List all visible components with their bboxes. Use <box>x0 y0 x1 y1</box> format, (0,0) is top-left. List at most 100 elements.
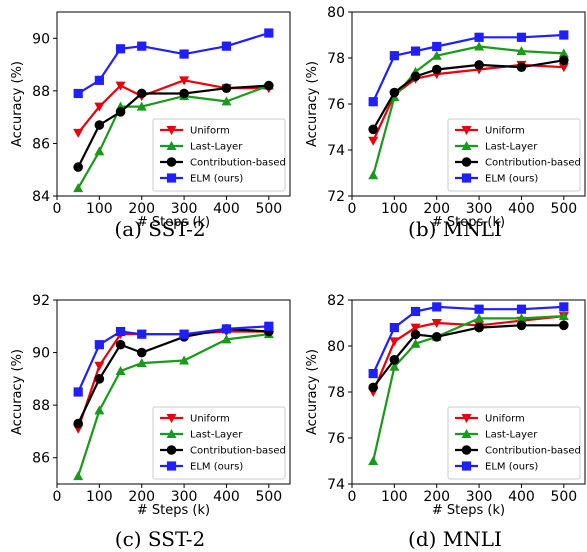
data-point-1-1 <box>94 146 105 156</box>
y-tick-label: 86 <box>32 451 50 467</box>
y-tick-label: 78 <box>327 51 345 67</box>
data-point-3-4 <box>474 32 484 42</box>
y-tick-label: 84 <box>32 189 50 205</box>
legend-marker-1 <box>461 429 472 438</box>
data-point-3-0 <box>73 88 83 99</box>
data-point-0-6 <box>558 63 569 73</box>
y-tick-label: 76 <box>327 431 345 447</box>
data-point-2-5 <box>516 320 527 331</box>
y-tick-label: 90 <box>32 31 50 47</box>
x-tick-label: 100 <box>381 201 408 217</box>
legend-marker-0 <box>166 414 177 423</box>
data-point-1-0 <box>73 471 84 481</box>
x-tick-label: 500 <box>255 201 282 217</box>
legend-marker-2 <box>461 157 472 167</box>
x-tick-label: 300 <box>466 201 493 217</box>
x-tick-label: 400 <box>213 201 240 217</box>
legend-label-3: ELM (ours) <box>485 462 538 473</box>
data-point-2-1 <box>389 87 400 98</box>
series-line-2 <box>372 324 564 389</box>
legend-label-3: ELM (ours) <box>485 174 538 185</box>
data-point-1-2 <box>410 338 421 348</box>
data-point-2-1 <box>94 374 105 384</box>
data-point-1-5 <box>221 334 232 344</box>
data-point-2-6 <box>559 320 569 331</box>
legend-box <box>152 118 286 192</box>
data-point-3-4 <box>179 329 189 339</box>
y-tick-label: 76 <box>327 97 345 113</box>
data-point-1-2 <box>115 365 126 375</box>
data-point-2-6 <box>559 55 569 66</box>
data-point-2-1 <box>94 120 105 130</box>
subfigure-caption: (b) MNLI <box>408 217 502 241</box>
x-axis-label: # Steps (k) <box>137 503 210 518</box>
data-point-2-2 <box>410 71 421 82</box>
data-point-1-4 <box>474 41 485 51</box>
data-point-3-5 <box>221 41 232 51</box>
legend-marker-0 <box>461 126 472 135</box>
y-tick-label: 72 <box>327 189 345 205</box>
data-point-3-6 <box>559 30 569 40</box>
legend-marker-3 <box>461 461 472 471</box>
data-point-3-0 <box>368 369 378 379</box>
series-line-3 <box>372 33 564 103</box>
data-point-0-2 <box>115 81 126 91</box>
data-point-1-3 <box>136 101 147 111</box>
legend-marker-3 <box>166 173 177 183</box>
x-tick-label: 100 <box>86 201 113 217</box>
series-line-0 <box>372 315 564 393</box>
legend-label-0: Uniform <box>485 126 525 137</box>
data-point-2-0 <box>368 382 378 393</box>
data-point-3-4 <box>474 304 484 314</box>
data-point-0-1 <box>389 337 400 347</box>
data-point-2-3 <box>431 64 442 75</box>
legend-marker-2 <box>461 445 472 455</box>
data-point-1-5 <box>221 96 232 106</box>
data-point-3-2 <box>410 46 421 56</box>
legend-label-2: Contribution-based <box>485 158 581 169</box>
panel-3: 0 100 200 300 400 500 74 76 78 80 82 # Steps (k) Acc… <box>305 293 586 551</box>
y-tick-label: 92 <box>32 293 50 309</box>
data-point-3-6 <box>264 321 274 331</box>
data-point-2-4 <box>474 60 484 70</box>
x-tick-label: 200 <box>128 489 155 505</box>
panel-0: 0 100 200 300 400 500 84 86 88 90 # Steps (k) Accur… <box>10 11 291 241</box>
data-point-2-2 <box>115 339 126 350</box>
legend-box <box>152 406 286 480</box>
x-tick-label: 100 <box>86 489 113 505</box>
x-tick-label: 500 <box>255 489 282 505</box>
data-point-2-2 <box>410 329 421 340</box>
data-point-3-3 <box>432 302 442 312</box>
data-point-3-5 <box>516 304 527 314</box>
x-tick-label: 500 <box>550 201 577 217</box>
x-tick-label: 200 <box>423 489 450 505</box>
data-point-3-0 <box>73 387 83 397</box>
x-tick-label: 200 <box>423 201 450 217</box>
plot-frame <box>56 299 291 485</box>
data-point-3-2 <box>410 306 421 317</box>
x-tick-label: 0 <box>53 201 62 217</box>
data-point-2-0 <box>73 162 83 172</box>
subfigure-caption: (a) SST-2 <box>114 217 205 241</box>
x-axis-label: # Steps (k) <box>137 215 210 230</box>
legend-marker-1 <box>461 141 472 150</box>
data-point-0-1 <box>94 361 105 371</box>
data-point-1-0 <box>368 170 379 180</box>
series-line-3 <box>77 325 269 393</box>
plot-frame <box>351 299 586 485</box>
data-point-0-2 <box>410 323 421 333</box>
data-point-1-0 <box>73 183 84 193</box>
legend-label-0: Uniform <box>485 414 525 425</box>
plot-frame <box>351 11 586 197</box>
x-tick-label: 400 <box>213 489 240 505</box>
y-tick-label: 74 <box>327 477 345 493</box>
data-point-3-1 <box>389 51 399 61</box>
x-tick-label: 300 <box>466 489 493 505</box>
data-point-1-5 <box>516 46 527 56</box>
data-point-2-6 <box>264 80 274 91</box>
data-point-3-4 <box>179 49 189 59</box>
legend-label-2: Contribution-based <box>190 158 286 169</box>
x-tick-label: 0 <box>348 201 357 217</box>
y-tick-label: 88 <box>32 84 50 100</box>
